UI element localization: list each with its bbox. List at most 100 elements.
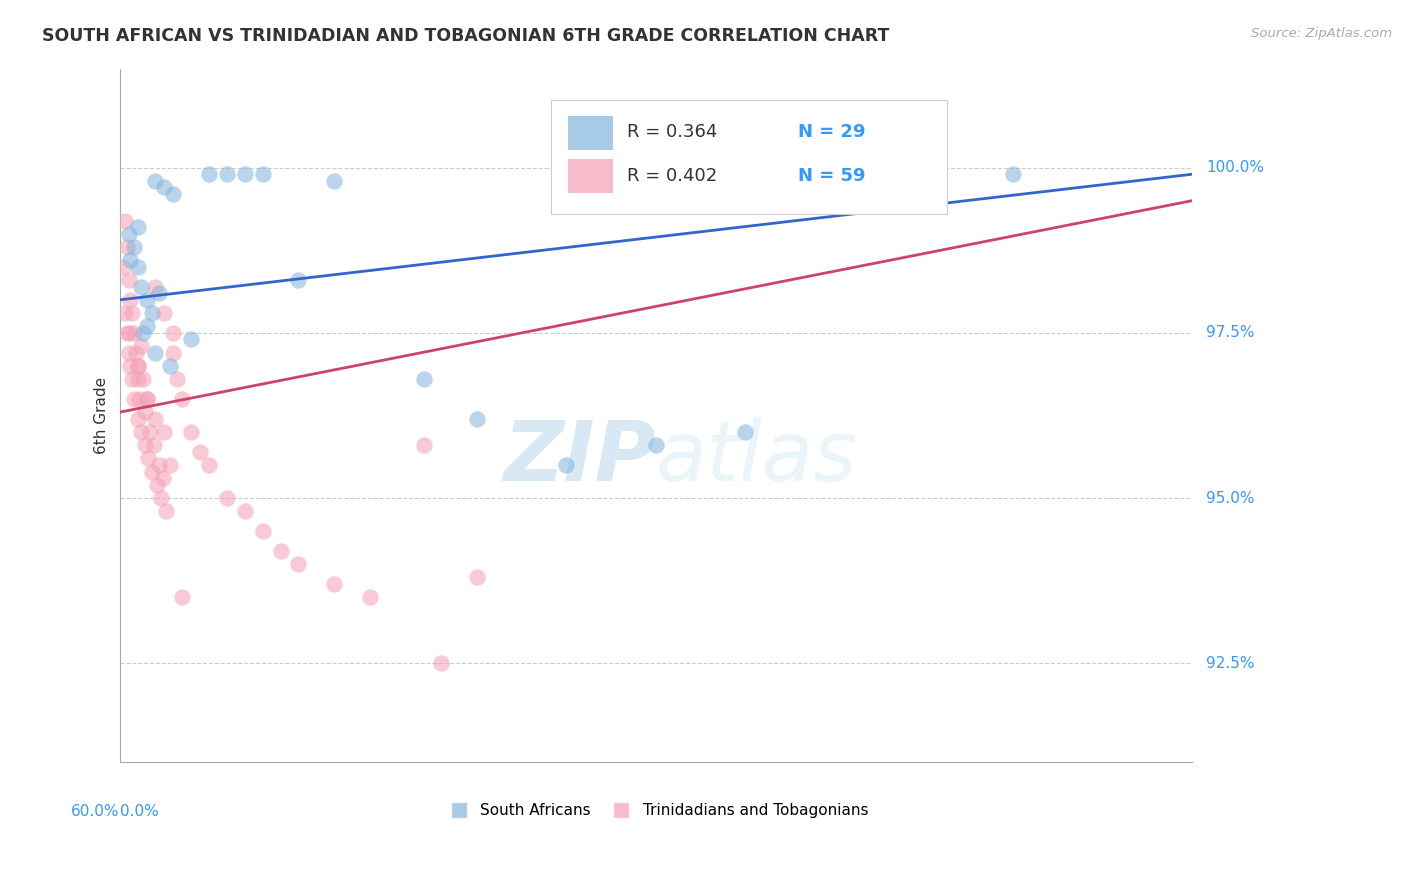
Point <box>122 392 145 406</box>
Point <box>198 458 221 472</box>
Point <box>465 411 488 425</box>
Point <box>132 326 155 340</box>
Point <box>287 557 309 571</box>
Point <box>120 293 142 307</box>
Point <box>120 253 142 268</box>
Point <box>142 438 165 452</box>
Point <box>152 471 174 485</box>
Point <box>172 591 194 605</box>
Point <box>198 167 221 181</box>
Point <box>148 286 170 301</box>
Text: 60.0%: 60.0% <box>72 804 120 819</box>
Point <box>148 458 170 472</box>
Point <box>430 657 453 671</box>
Point <box>153 180 176 194</box>
Point <box>145 345 167 359</box>
Text: N = 29: N = 29 <box>799 123 866 141</box>
Text: 95.0%: 95.0% <box>1206 491 1254 506</box>
Text: atlas: atlas <box>655 417 858 498</box>
Point <box>114 213 136 227</box>
Point <box>121 372 143 386</box>
Point <box>412 438 434 452</box>
Point <box>159 359 181 373</box>
Point <box>118 273 141 287</box>
Point <box>215 167 238 181</box>
Point <box>129 339 152 353</box>
Point <box>153 425 176 439</box>
Text: 0.0%: 0.0% <box>120 804 159 819</box>
Point <box>149 491 172 505</box>
Point <box>166 372 188 386</box>
Point <box>118 326 141 340</box>
Point <box>153 306 176 320</box>
Point <box>162 345 184 359</box>
Point <box>233 167 256 181</box>
Point <box>323 174 346 188</box>
Text: 97.5%: 97.5% <box>1206 326 1254 341</box>
Text: SOUTH AFRICAN VS TRINIDADIAN AND TOBAGONIAN 6TH GRADE CORRELATION CHART: SOUTH AFRICAN VS TRINIDADIAN AND TOBAGON… <box>42 27 890 45</box>
Point <box>135 392 157 406</box>
Text: ZIP: ZIP <box>503 417 655 498</box>
FancyBboxPatch shape <box>568 160 613 194</box>
Point <box>734 425 756 439</box>
Point <box>172 392 194 406</box>
Point <box>180 333 202 347</box>
FancyBboxPatch shape <box>568 116 613 150</box>
Point <box>215 491 238 505</box>
Text: R = 0.402: R = 0.402 <box>627 167 717 185</box>
Point <box>125 345 148 359</box>
Point <box>136 451 159 466</box>
Point <box>129 425 152 439</box>
Text: N = 59: N = 59 <box>799 167 866 185</box>
Point <box>159 458 181 472</box>
Point <box>146 478 169 492</box>
Point <box>188 445 211 459</box>
Point <box>162 187 184 202</box>
Y-axis label: 6th Grade: 6th Grade <box>94 377 108 454</box>
Text: 100.0%: 100.0% <box>1206 161 1264 175</box>
Point <box>141 306 163 320</box>
Text: R = 0.364: R = 0.364 <box>627 123 717 141</box>
Point <box>127 359 149 373</box>
Point <box>145 411 167 425</box>
Point <box>127 372 149 386</box>
Point <box>555 458 578 472</box>
Point <box>121 306 143 320</box>
Point <box>180 425 202 439</box>
Point <box>270 544 292 558</box>
Point <box>323 577 346 591</box>
Point <box>122 240 145 254</box>
Point <box>127 359 149 373</box>
Point <box>252 524 274 538</box>
FancyBboxPatch shape <box>551 100 948 214</box>
Point <box>127 260 149 274</box>
Point <box>129 279 152 293</box>
Legend: South Africans, Trinidadians and Tobagonians: South Africans, Trinidadians and Tobagon… <box>437 797 875 824</box>
Point <box>465 570 488 584</box>
Text: Source: ZipAtlas.com: Source: ZipAtlas.com <box>1251 27 1392 40</box>
Point <box>118 227 141 241</box>
Point <box>135 319 157 334</box>
Point <box>359 591 381 605</box>
Point <box>644 438 666 452</box>
Point <box>122 326 145 340</box>
Point <box>118 345 141 359</box>
Point <box>114 306 136 320</box>
Point <box>128 392 150 406</box>
Point <box>141 465 163 479</box>
Point <box>135 293 157 307</box>
Point <box>112 260 135 274</box>
Point <box>134 438 156 452</box>
Point <box>145 174 167 188</box>
Point <box>287 273 309 287</box>
Point <box>162 326 184 340</box>
Point <box>132 372 155 386</box>
Point <box>115 240 138 254</box>
Text: 92.5%: 92.5% <box>1206 656 1254 671</box>
Point <box>127 220 149 235</box>
Point <box>145 279 167 293</box>
Point <box>412 372 434 386</box>
Point <box>252 167 274 181</box>
Point <box>120 359 142 373</box>
Point <box>233 504 256 518</box>
